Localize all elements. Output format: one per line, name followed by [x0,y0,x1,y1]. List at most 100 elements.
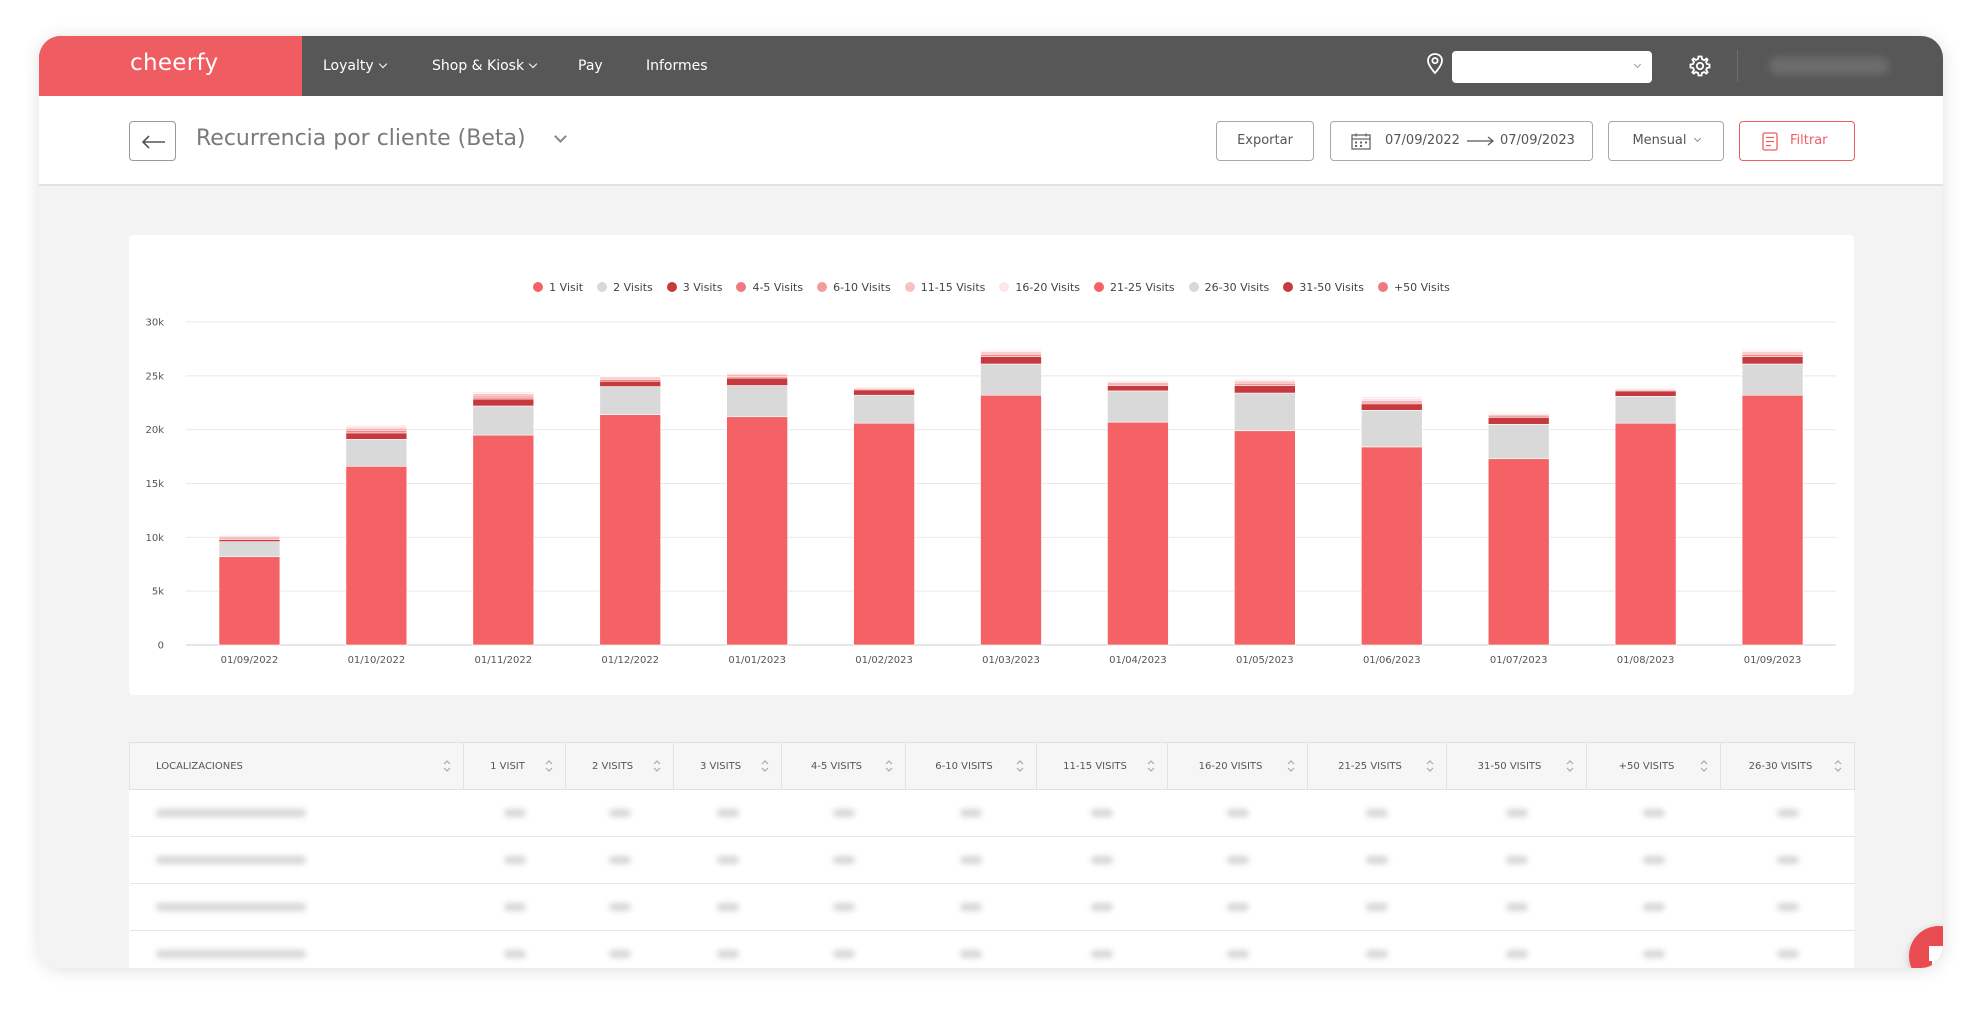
date-range-picker[interactable]: 07/09/2022 07/09/2023 [1330,121,1593,161]
bar-segment [218,541,281,558]
legend-item[interactable]: 4-5 Visits [736,281,803,294]
legend-item[interactable]: 6-10 Visits [817,281,891,294]
value-cell [463,930,566,968]
chevron-down-icon[interactable] [554,130,567,143]
user-menu[interactable] [1769,57,1889,75]
bar-segment [345,430,408,434]
y-tick-label: 20k [145,425,164,436]
period-select[interactable]: Mensual [1608,121,1724,161]
redacted-value [155,949,306,958]
sort-icon[interactable] [1016,758,1024,774]
bar-segment [1487,458,1550,646]
legend-item[interactable]: 2 Visits [597,281,653,294]
nav-loyalty[interactable]: Loyalty [323,36,387,96]
value-cell [1167,930,1308,968]
location-pin-icon [1427,53,1443,75]
arrow-right-icon [1467,136,1494,146]
legend-item[interactable]: 16-20 Visits [999,281,1080,294]
bar-segment [726,377,788,386]
sort-icon[interactable] [761,758,769,774]
value-cell [463,836,566,884]
y-tick-label: 30k [145,318,164,329]
back-button[interactable] [129,121,176,161]
legend-label: 2 Visits [613,281,653,294]
column-header[interactable]: 4-5 VISITS [781,742,906,790]
value-cell [1307,930,1447,968]
column-header[interactable]: 11-15 VISITS [1036,742,1168,790]
redacted-value [716,902,739,911]
sort-icon[interactable] [545,758,553,774]
sort-icon[interactable] [1700,758,1708,774]
sort-icon[interactable] [1834,758,1842,774]
nav-pay[interactable]: Pay [578,36,603,96]
legend-label: 21-25 Visits [1110,281,1175,294]
table-row[interactable] [129,883,1855,931]
bar-segment [218,556,281,646]
legend-item[interactable]: 3 Visits [666,281,723,294]
sort-icon[interactable] [443,758,451,774]
value-cell [1446,930,1587,968]
column-header[interactable]: LOCALIZACIONES [129,742,464,790]
nav-informes-label: Informes [646,58,708,74]
value-cell [1720,930,1855,968]
sort-icon[interactable] [885,758,893,774]
redacted-value [1226,949,1249,958]
filter-button[interactable]: Filtrar [1739,121,1855,161]
column-header[interactable]: +50 VISITS [1586,742,1721,790]
value-cell [1586,930,1721,968]
column-header[interactable]: 1 VISIT [463,742,566,790]
legend-label: 31-50 Visits [1299,281,1364,294]
gear-icon[interactable] [1688,54,1712,78]
legend-label: 3 Visits [682,281,723,294]
column-header[interactable]: 21-25 VISITS [1307,742,1447,790]
app-window: cheerfy Loyalty Shop & Kiosk Pay Informe… [39,36,1943,968]
column-header[interactable]: 26-30 VISITS [1720,742,1855,790]
x-tick-label: 01/06/2023 [1363,655,1421,666]
bar-segment [1361,446,1423,646]
y-tick-label: 5k [152,587,164,598]
redacted-value [716,808,739,817]
value-cell [1446,789,1587,837]
x-tick-label: 01/11/2022 [474,655,532,666]
bar-segment [599,414,661,646]
value-cell [1167,789,1308,837]
nav-informes[interactable]: Informes [646,36,708,96]
redacted-value [1505,902,1528,911]
export-button[interactable]: Exportar [1216,121,1314,161]
sort-icon[interactable] [1287,758,1295,774]
legend-item[interactable]: 21-25 Visits [1094,281,1175,294]
table-row[interactable] [129,789,1855,837]
legend-item[interactable]: 26-30 Visits [1188,281,1269,294]
page-header: Recurrencia por cliente (Beta) Exportar … [39,96,1943,186]
location-select[interactable] [1452,51,1652,83]
column-header[interactable]: 3 VISITS [673,742,782,790]
y-tick-label: 25k [145,371,164,382]
table-row[interactable] [129,836,1855,884]
legend-item[interactable]: 31-50 Visits [1283,281,1364,294]
page-title[interactable]: Recurrencia por cliente (Beta) [196,126,526,151]
legend-item[interactable]: +50 Visits [1377,281,1450,294]
value-cell [673,789,782,837]
bar-segment [345,432,408,440]
sort-icon[interactable] [1566,758,1574,774]
nav-shop-kiosk[interactable]: Shop & Kiosk [432,36,538,96]
value-cell [1036,836,1168,884]
sort-icon[interactable] [653,758,661,774]
nav-shop-kiosk-label: Shop & Kiosk [432,58,525,74]
column-header[interactable]: 16-20 VISITS [1167,742,1308,790]
table-row[interactable] [129,930,1855,968]
sort-icon[interactable] [1147,758,1155,774]
filter-icon [1762,132,1778,151]
brand-logo[interactable]: cheerfy [39,36,302,96]
legend-item[interactable]: 1 Visit [533,281,583,294]
x-tick-label: 01/08/2023 [1617,655,1675,666]
legend-label: +50 Visits [1393,281,1450,294]
column-header[interactable]: 6-10 VISITS [905,742,1037,790]
sort-icon[interactable] [1426,758,1434,774]
bar-segment [853,394,915,424]
column-header[interactable]: 31-50 VISITS [1446,742,1587,790]
column-header[interactable]: 2 VISITS [565,742,674,790]
chat-button[interactable] [1909,926,1943,968]
legend-item[interactable]: 11-15 Visits [904,281,985,294]
redacted-value [155,855,306,864]
